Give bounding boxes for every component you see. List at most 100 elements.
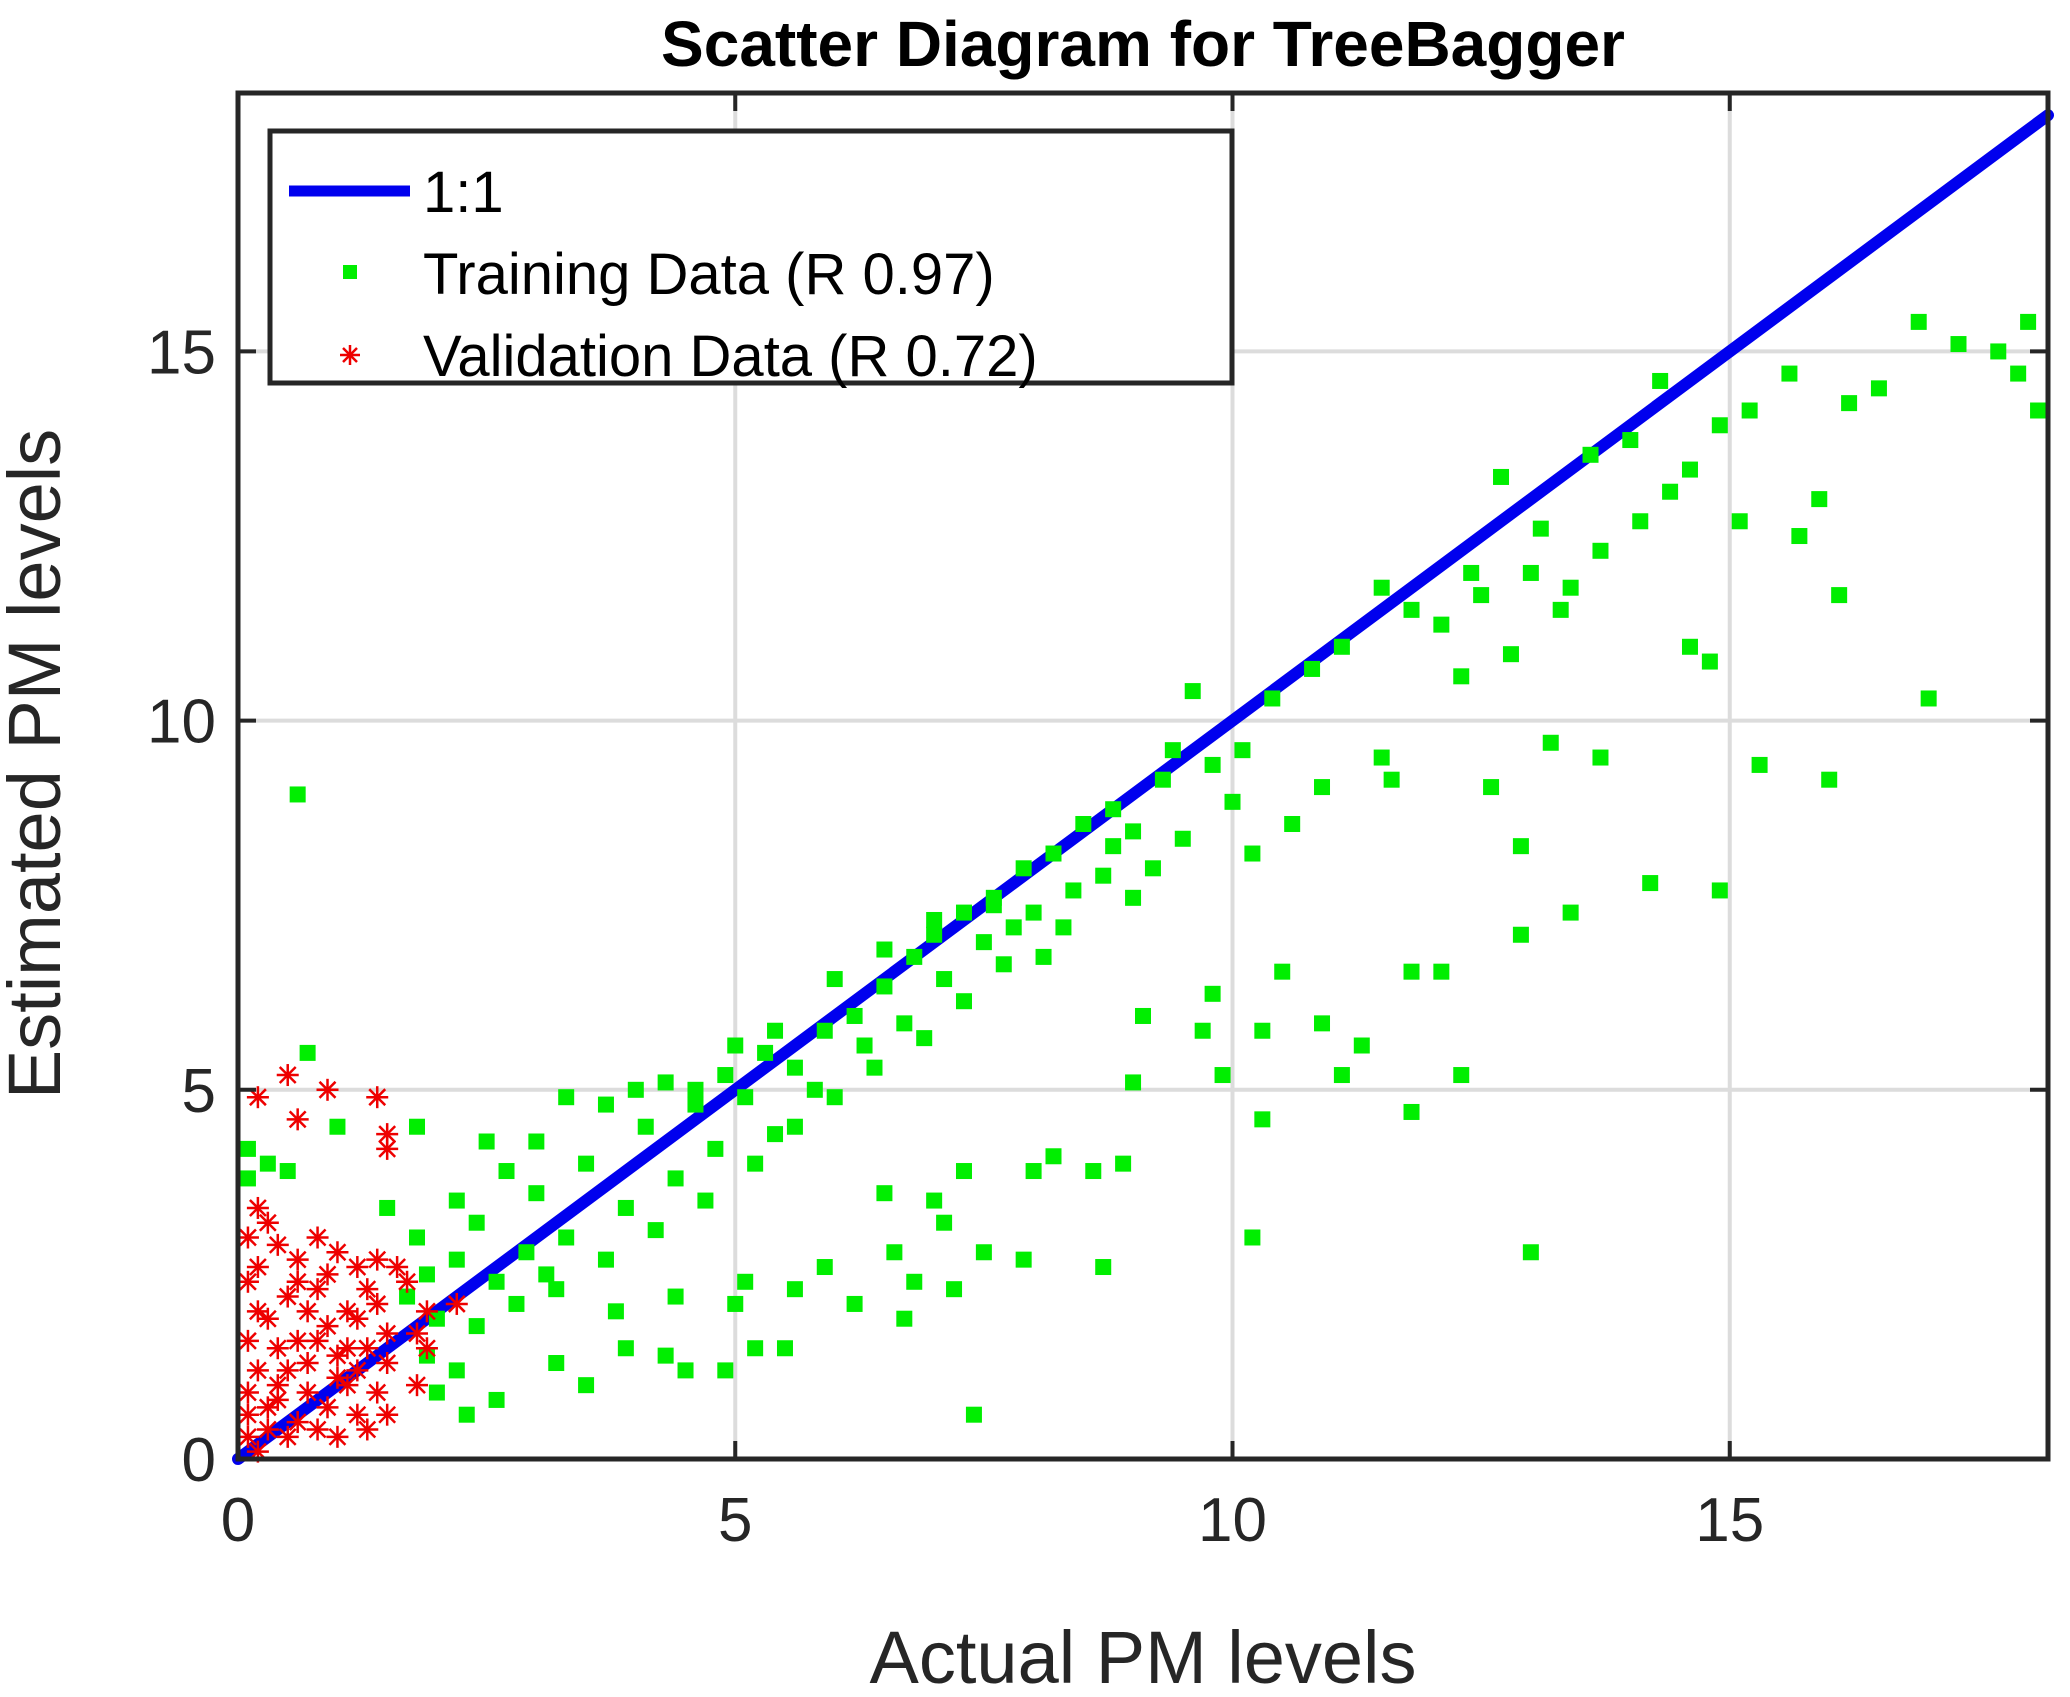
training-point-164	[786, 1118, 803, 1135]
training-point-37	[1234, 742, 1251, 759]
training-point-142	[558, 1229, 575, 1246]
training-point-129	[846, 1295, 863, 1312]
training-point-167	[647, 1222, 664, 1239]
training-point-112	[1522, 1244, 1539, 1261]
y-tick-label-3: 15	[147, 318, 216, 387]
training-point-175	[468, 1214, 485, 1231]
validation-point-22	[406, 1374, 429, 1397]
validation-point-18	[445, 1292, 468, 1315]
training-point-40	[1333, 638, 1350, 655]
training-point-43	[1433, 616, 1450, 633]
validation-point-51	[306, 1418, 329, 1441]
legend-square-marker-icon	[343, 265, 357, 279]
validation-point-31	[256, 1418, 279, 1441]
validation-point-25	[236, 1329, 259, 1352]
training-point-183	[876, 941, 893, 958]
training-point-128	[896, 1310, 913, 1327]
validation-point-53	[286, 1411, 309, 1434]
training-point-188	[1164, 742, 1181, 759]
training-point-96	[1254, 1111, 1271, 1128]
training-point-85	[1403, 963, 1420, 980]
training-point-105	[876, 1185, 893, 1202]
validation-point-17	[396, 1270, 419, 1293]
training-point-113	[906, 1273, 923, 1290]
training-point-131	[737, 1273, 754, 1290]
validation-point-41	[356, 1418, 379, 1441]
legend-label-validation: Validation Data (R 0.72)	[423, 324, 1038, 389]
training-point-111	[1244, 1229, 1261, 1246]
training-point-127	[965, 1406, 982, 1423]
training-point-136	[468, 1318, 485, 1335]
training-point-178	[637, 1118, 654, 1135]
training-point-67	[1701, 653, 1718, 670]
training-point-54	[1781, 365, 1798, 382]
validation-point-40	[346, 1403, 369, 1426]
training-point-138	[399, 1288, 416, 1305]
validation-point-67	[306, 1329, 329, 1352]
training-point-36	[1204, 756, 1221, 773]
validation-point-28	[236, 1403, 259, 1426]
training-point-22	[816, 1022, 833, 1039]
validation-point-33	[276, 1359, 299, 1382]
axes	[235, 90, 2051, 1462]
validation-point-13	[326, 1241, 349, 1264]
validation-point-21	[415, 1337, 438, 1360]
training-point-162	[866, 1059, 883, 1076]
training-point-103	[955, 1163, 972, 1180]
training-point-13	[558, 1089, 575, 1106]
training-point-46	[1522, 564, 1539, 581]
validation-point-56	[256, 1307, 279, 1330]
x-axis-label: Actual PM levels	[870, 1616, 1417, 1697]
validation-point-6	[286, 1108, 309, 1131]
training-point-195	[1592, 542, 1609, 559]
training-point-117	[747, 1340, 764, 1357]
training-point-133	[607, 1303, 624, 1320]
training-point-80	[1642, 875, 1659, 892]
training-point-57	[1870, 380, 1887, 397]
validation-point-65	[346, 1359, 369, 1382]
training-point-51	[1681, 461, 1698, 478]
training-point-10	[478, 1133, 495, 1150]
training-point-18	[717, 1067, 734, 1084]
training-point-41	[1373, 579, 1390, 596]
training-point-26	[926, 911, 943, 928]
training-point-134	[538, 1266, 555, 1283]
training-point-108	[975, 1244, 992, 1261]
training-point-5	[279, 1163, 296, 1180]
training-point-0	[289, 786, 306, 803]
validation-point-50	[316, 1396, 339, 1419]
training-point-182	[826, 971, 843, 988]
training-point-126	[458, 1406, 475, 1423]
validation-point-44	[376, 1322, 399, 1345]
validation-point-49	[326, 1366, 349, 1389]
validation-point-43	[376, 1352, 399, 1375]
training-point-56	[1841, 395, 1858, 412]
training-point-60	[1990, 343, 2007, 360]
validation-point-5	[376, 1137, 399, 1160]
training-point-75	[1512, 838, 1529, 855]
training-point-31	[1075, 815, 1092, 832]
training-point-198	[1532, 520, 1549, 537]
training-point-159	[995, 956, 1012, 973]
validation-point-35	[296, 1300, 319, 1323]
training-point-179	[687, 1096, 704, 1113]
validation-point-19	[415, 1300, 438, 1323]
training-point-52	[1711, 417, 1728, 434]
training-point-110	[1095, 1259, 1112, 1276]
chart-title: Scatter Diagram for TreeBagger	[661, 8, 1625, 80]
plot-area	[232, 109, 2054, 1465]
training-point-6	[329, 1118, 346, 1135]
training-point-4	[259, 1155, 276, 1172]
training-point-153	[1035, 948, 1052, 965]
training-point-2	[239, 1140, 256, 1157]
training-point-72	[1592, 749, 1609, 766]
training-point-161	[916, 1030, 933, 1047]
training-point-17	[687, 1081, 704, 1098]
training-point-191	[1383, 771, 1400, 788]
training-point-95	[1333, 1067, 1350, 1084]
validation-point-0	[246, 1086, 269, 1109]
training-point-11	[498, 1163, 515, 1180]
training-point-61	[2020, 313, 2037, 330]
training-point-19	[737, 1089, 754, 1106]
